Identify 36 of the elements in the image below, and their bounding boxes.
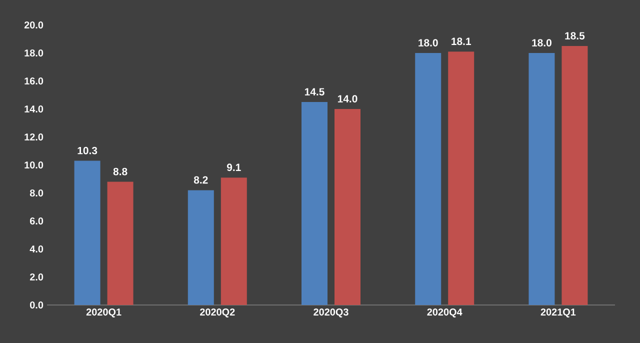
bar xyxy=(334,109,361,305)
y-tick-label: 18.0 xyxy=(24,49,44,57)
y-tick-label: 16.0 xyxy=(24,77,44,85)
bar xyxy=(415,52,442,305)
data-label: 18.5 xyxy=(565,32,585,40)
data-label: 9.1 xyxy=(226,164,241,172)
y-tick-label: 10.0 xyxy=(24,161,44,169)
bar xyxy=(562,46,588,305)
y-tick-label: 6.0 xyxy=(30,217,44,225)
y-tick-label: 14.0 xyxy=(24,105,44,113)
bar xyxy=(528,52,555,305)
data-label: 18.1 xyxy=(452,38,471,46)
data-label: 18.0 xyxy=(532,39,552,46)
data-label: 14.5 xyxy=(304,88,324,96)
bar xyxy=(448,52,474,305)
bar xyxy=(107,182,134,305)
x-tick-label: 2020Q4 xyxy=(427,308,462,318)
bar xyxy=(188,190,214,305)
data-label: 14.0 xyxy=(338,95,358,102)
y-tick-label: 2.0 xyxy=(30,273,44,281)
y-tick-label: 12.0 xyxy=(24,133,44,141)
bar xyxy=(302,102,328,305)
data-label: 18.0 xyxy=(418,39,438,46)
x-tick-label: 2020Q2 xyxy=(200,308,235,318)
data-label: 8.2 xyxy=(194,176,208,184)
y-tick-label: 4.0 xyxy=(30,245,44,253)
data-label: 8.8 xyxy=(113,168,128,176)
y-tick-label: 0.0 xyxy=(30,301,44,309)
data-label: 10.3 xyxy=(78,146,98,154)
y-tick-label: 20.0 xyxy=(24,21,44,29)
bar xyxy=(220,178,247,305)
bar xyxy=(74,160,100,305)
x-tick-label: 2020Q3 xyxy=(314,308,348,318)
y-tick-label: 8.0 xyxy=(30,189,44,197)
x-tick-label: 2020Q1 xyxy=(86,308,122,318)
x-tick-label: 2021Q1 xyxy=(540,308,576,318)
